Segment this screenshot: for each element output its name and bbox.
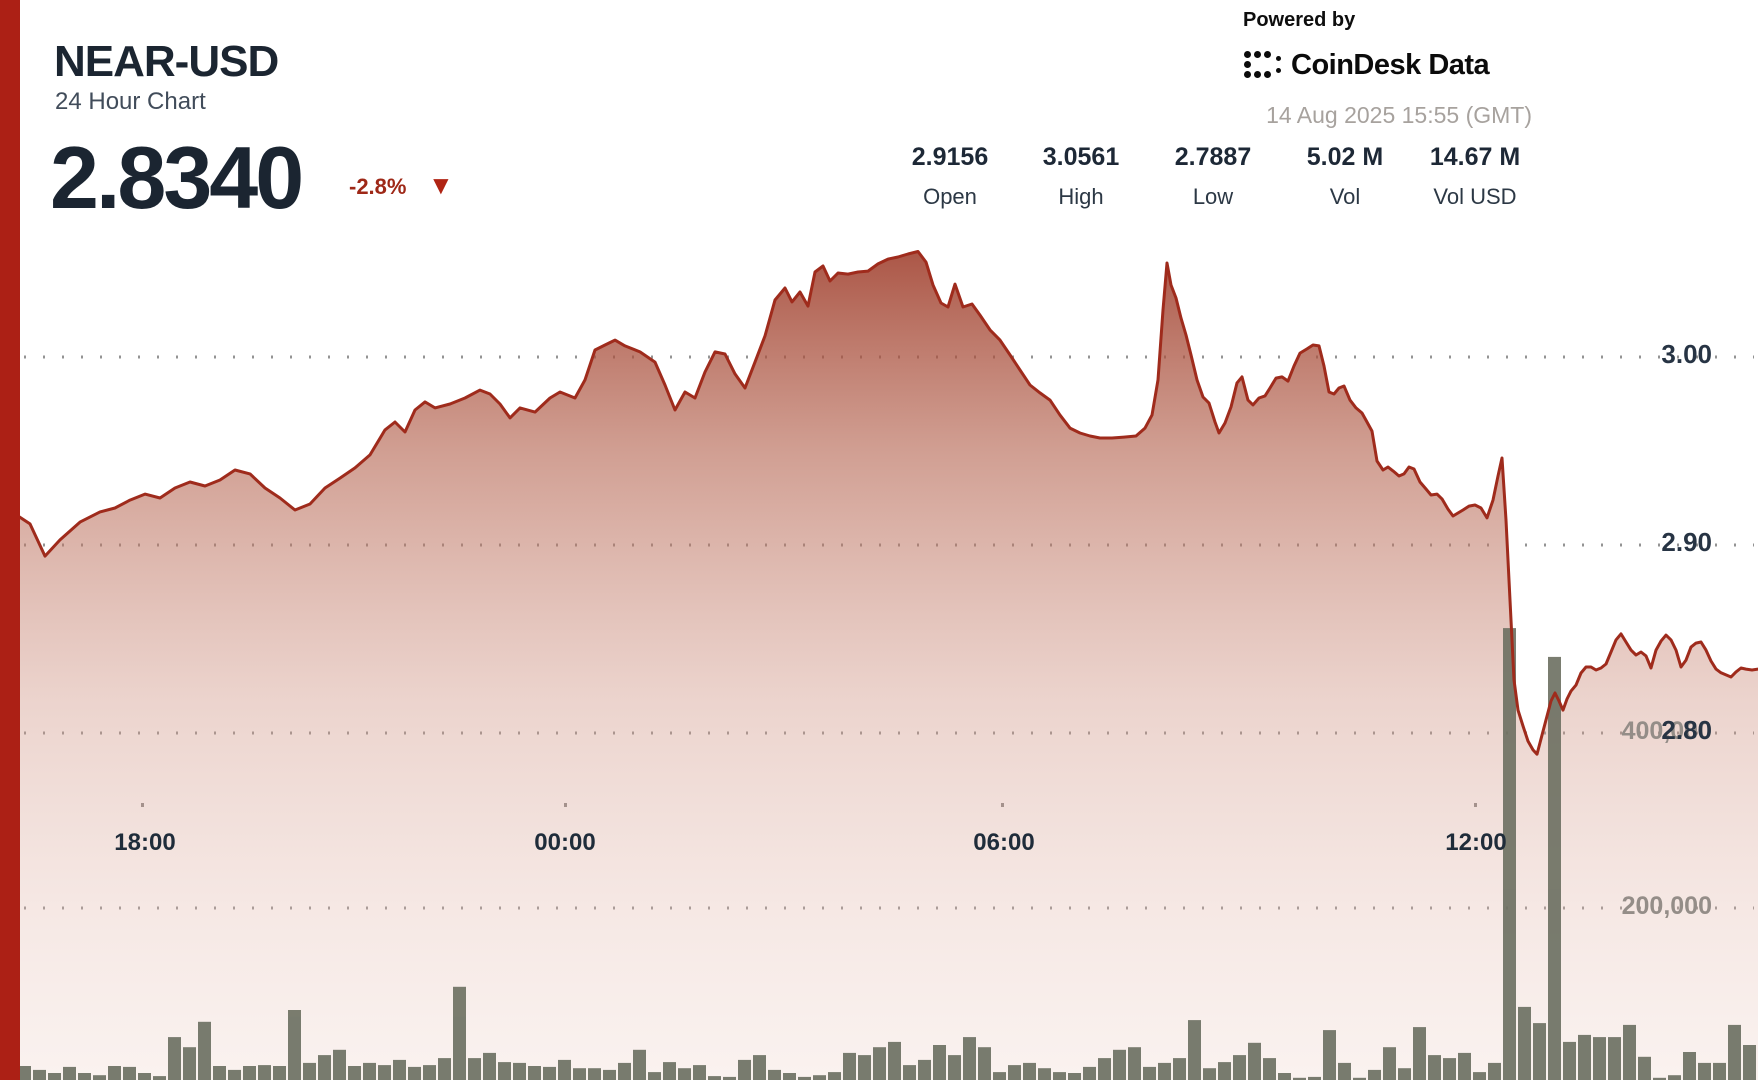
coindesk-brand-link[interactable]: CoinDesk Data — [1243, 48, 1490, 81]
time-axis-label-1200: 12:00 — [1445, 829, 1507, 856]
price-change-percent: -2.8% — [349, 174, 407, 199]
price-axis-label-290: 2.90 — [1661, 527, 1712, 557]
volume-axis-label-400k: 400,000 — [1621, 717, 1712, 745]
chart-range-subtitle: 24 Hour Chart — [55, 88, 206, 115]
coindesk-wordmark: CoinDesk Data — [1291, 48, 1490, 81]
powered-by-label: Powered by — [1243, 9, 1356, 31]
timestamp: 14 Aug 2025 15:55 (GMT) — [1266, 102, 1532, 128]
pair-title: NEAR-USD — [54, 37, 279, 86]
price-axis-label-280: 2.80 — [1661, 715, 1712, 745]
price-axis-label-300: 3.00 — [1661, 339, 1712, 369]
coindesk-logo-icon — [1244, 51, 1281, 78]
volume-axis-label-200k: 200,000 — [1621, 892, 1712, 920]
down-arrow-icon: ▼ — [428, 170, 454, 200]
accent-left-bar — [0, 0, 20, 1080]
time-axis-label-0000: 00:00 — [534, 829, 596, 856]
time-axis-label-0600: 06:00 — [973, 829, 1035, 856]
time-axis-label-1800: 18:00 — [114, 829, 176, 856]
last-price: 2.8340 — [50, 128, 304, 227]
